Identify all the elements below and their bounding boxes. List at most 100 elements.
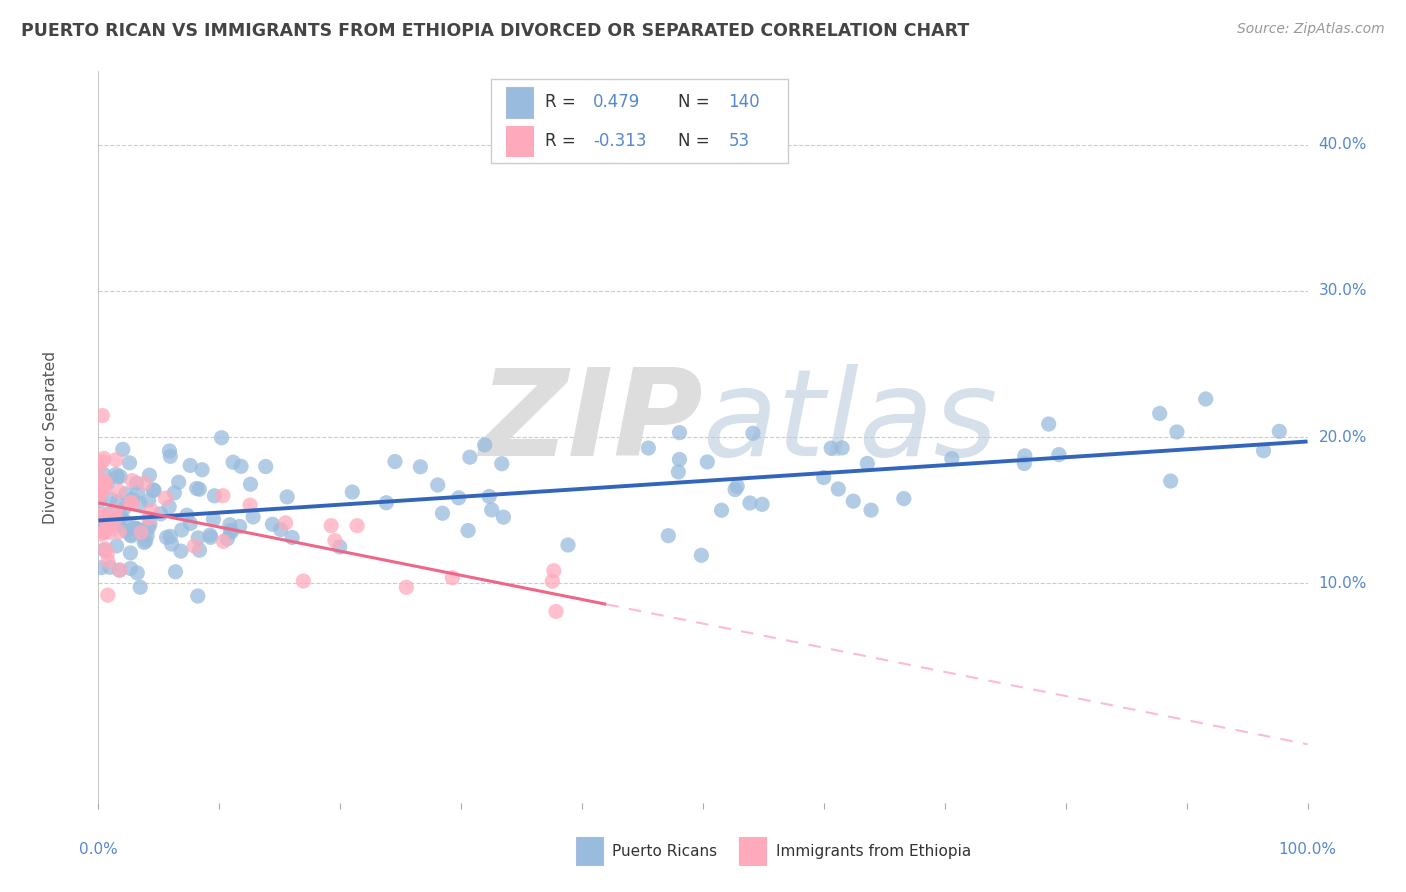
Point <box>120 496 142 510</box>
Point <box>751 497 773 511</box>
Point <box>1268 425 1291 439</box>
Point <box>820 441 842 455</box>
Point <box>170 544 193 558</box>
Point <box>725 479 748 493</box>
Point <box>432 506 454 520</box>
Point <box>89 481 111 495</box>
Point <box>138 493 160 508</box>
Point <box>91 508 114 522</box>
Text: N =: N = <box>678 94 714 112</box>
Point <box>191 463 214 477</box>
Point <box>409 459 432 474</box>
Point <box>270 523 292 537</box>
Point <box>107 470 129 484</box>
FancyBboxPatch shape <box>576 838 603 865</box>
Point <box>492 510 515 524</box>
Point <box>375 496 398 510</box>
Point <box>187 589 209 603</box>
Point <box>139 516 162 531</box>
Point <box>458 450 481 465</box>
Point <box>198 528 221 542</box>
Text: R =: R = <box>544 132 581 150</box>
Point <box>122 521 145 535</box>
Point <box>856 457 879 471</box>
Point <box>108 517 131 532</box>
Point <box>127 566 149 580</box>
Point <box>242 510 264 524</box>
Point <box>666 465 689 479</box>
Point <box>108 563 131 577</box>
Point <box>100 525 122 540</box>
Point <box>557 538 579 552</box>
Point <box>211 431 233 445</box>
Point <box>96 508 118 523</box>
Point <box>91 473 114 487</box>
Point <box>1160 474 1182 488</box>
Point <box>96 476 118 491</box>
Point <box>97 588 120 602</box>
Point <box>142 483 165 497</box>
Text: -0.313: -0.313 <box>593 132 647 150</box>
Point <box>160 537 183 551</box>
Point <box>108 524 131 539</box>
Point <box>395 580 418 594</box>
Point <box>657 529 679 543</box>
Point <box>179 458 201 473</box>
Point <box>134 476 156 491</box>
Point <box>188 543 211 558</box>
Point <box>724 483 747 497</box>
Text: Immigrants from Ethiopia: Immigrants from Ethiopia <box>776 844 970 859</box>
Point <box>741 426 763 441</box>
Point <box>96 546 118 560</box>
Point <box>105 517 128 532</box>
Point <box>219 517 242 532</box>
Point <box>94 523 117 537</box>
Point <box>541 574 564 589</box>
Point <box>1047 448 1070 462</box>
Point <box>138 511 160 525</box>
Point <box>254 459 277 474</box>
Point <box>104 511 127 525</box>
Point <box>346 518 368 533</box>
Point <box>163 486 186 500</box>
Point <box>204 489 226 503</box>
Point <box>93 525 115 540</box>
Text: 10.0%: 10.0% <box>1319 576 1367 591</box>
Text: 53: 53 <box>728 132 749 150</box>
Point <box>159 444 181 458</box>
Point <box>105 539 128 553</box>
Point <box>329 540 352 554</box>
Point <box>138 468 160 483</box>
Point <box>457 524 479 538</box>
Point <box>229 459 252 474</box>
Point <box>544 605 567 619</box>
Point <box>94 541 117 556</box>
Point <box>110 509 132 524</box>
Point <box>426 478 449 492</box>
Text: 140: 140 <box>728 94 761 112</box>
Point <box>155 530 177 544</box>
Point <box>696 455 718 469</box>
Point <box>165 565 187 579</box>
Point <box>228 519 250 533</box>
Point <box>276 490 298 504</box>
Point <box>842 494 865 508</box>
Point <box>93 524 115 539</box>
Point <box>121 492 143 507</box>
Point <box>121 474 143 488</box>
Point <box>281 531 304 545</box>
Point <box>112 501 135 516</box>
Point <box>143 483 166 498</box>
Text: atlas: atlas <box>703 364 998 481</box>
Point <box>1195 392 1218 406</box>
Point <box>212 534 235 549</box>
Point <box>710 503 733 517</box>
Point <box>114 515 136 529</box>
Point <box>87 509 110 524</box>
Point <box>129 580 152 594</box>
Point <box>274 516 297 530</box>
Point <box>262 517 284 532</box>
Point <box>120 561 142 575</box>
Point <box>93 475 115 490</box>
Point <box>115 487 138 501</box>
